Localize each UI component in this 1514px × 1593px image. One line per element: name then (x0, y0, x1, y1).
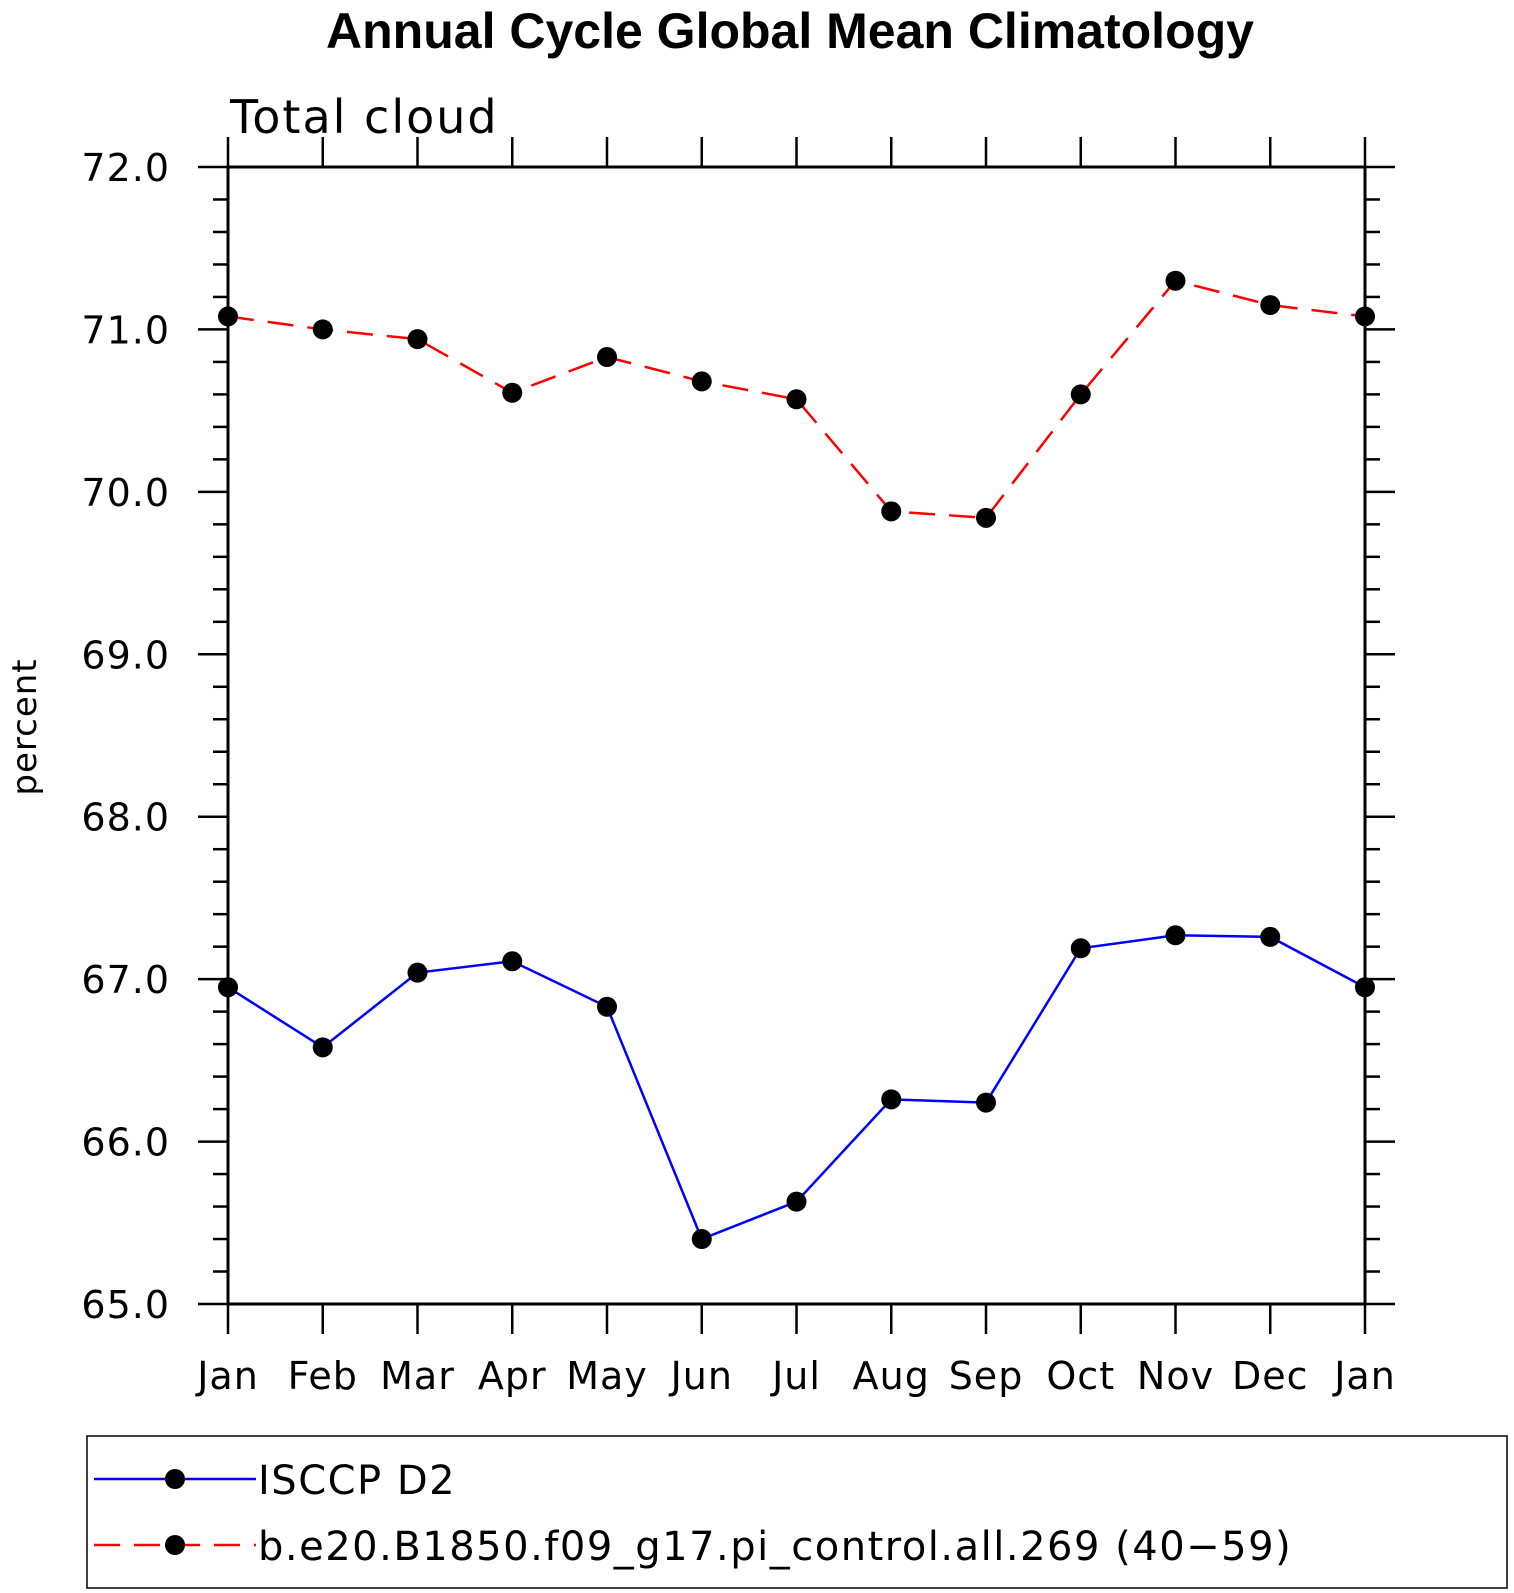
series-layer (218, 270, 1375, 1250)
y-tick-labels: 65.0 66.0 67.0 68.0 69.0 70.0 71.0 72.0 (81, 146, 170, 1327)
data-point (312, 319, 333, 340)
data-point (1070, 938, 1091, 959)
x-tick-label: Nov (1137, 1354, 1214, 1398)
data-point (691, 371, 712, 392)
legend-box (86, 1435, 1508, 1589)
x-tick-label: Apr (478, 1354, 547, 1398)
legend-label: ISCCP D2 (258, 1458, 456, 1504)
data-point (1165, 925, 1186, 946)
chart-title: Annual Cycle Global Mean Climatology (326, 3, 1254, 59)
data-point (1355, 977, 1375, 998)
data-point (1260, 295, 1281, 316)
x-tick-label: Jan (195, 1354, 259, 1398)
y-tick-label: 66.0 (81, 1121, 170, 1165)
x-tick-label: Mar (380, 1354, 455, 1398)
data-point (786, 1191, 807, 1212)
y-axis-label: percent (5, 658, 45, 795)
data-point (218, 977, 238, 998)
x-tick-label: May (566, 1354, 648, 1398)
axis-ticks (198, 137, 1395, 1334)
data-point (1070, 384, 1091, 405)
data-point (407, 962, 428, 983)
data-point (597, 347, 617, 368)
data-point (597, 996, 617, 1017)
x-tick-label: Aug (853, 1354, 930, 1398)
y-tick-label: 65.0 (81, 1283, 170, 1327)
x-tick-label: Feb (288, 1354, 358, 1398)
x-tick-label: Jul (770, 1354, 821, 1398)
x-tick-label: Sep (949, 1354, 1024, 1398)
data-point (407, 329, 428, 350)
chart-subtitle: Total cloud (229, 90, 499, 144)
data-point (502, 382, 523, 403)
y-tick-label: 67.0 (81, 958, 170, 1002)
data-point (1260, 926, 1281, 947)
data-point (881, 1089, 902, 1110)
y-tick-label: 71.0 (81, 308, 170, 352)
x-tick-label: Oct (1046, 1354, 1115, 1398)
data-point (502, 951, 523, 972)
x-tick-label: Jan (1332, 1354, 1396, 1398)
legend-marker (165, 1469, 185, 1489)
data-point (218, 306, 238, 327)
legend-label: b.e20.B1850.f09_g17.pi_control.all.269 (… (258, 1524, 1292, 1570)
data-point (976, 507, 996, 528)
data-point (976, 1092, 996, 1113)
data-point (691, 1229, 712, 1250)
x-tick-label: Dec (1232, 1354, 1309, 1398)
x-tick-label: Jun (669, 1354, 733, 1398)
legend: ISCCP D2 b.e20.B1850.f09_g17.pi_control.a… (94, 1458, 1292, 1570)
data-point (1165, 270, 1186, 291)
y-tick-label: 69.0 (81, 633, 170, 677)
data-point (786, 389, 807, 410)
y-tick-label: 68.0 (81, 796, 170, 840)
legend-marker (165, 1535, 185, 1555)
data-point (312, 1037, 333, 1058)
x-tick-labels: Jan Feb Mar Apr May Jun Jul Aug Sep Oct Nov Dec Jan (195, 1354, 1396, 1398)
data-point (881, 501, 902, 522)
data-point (1355, 306, 1375, 327)
y-tick-label: 72.0 (81, 146, 170, 190)
y-tick-label: 70.0 (81, 471, 170, 515)
